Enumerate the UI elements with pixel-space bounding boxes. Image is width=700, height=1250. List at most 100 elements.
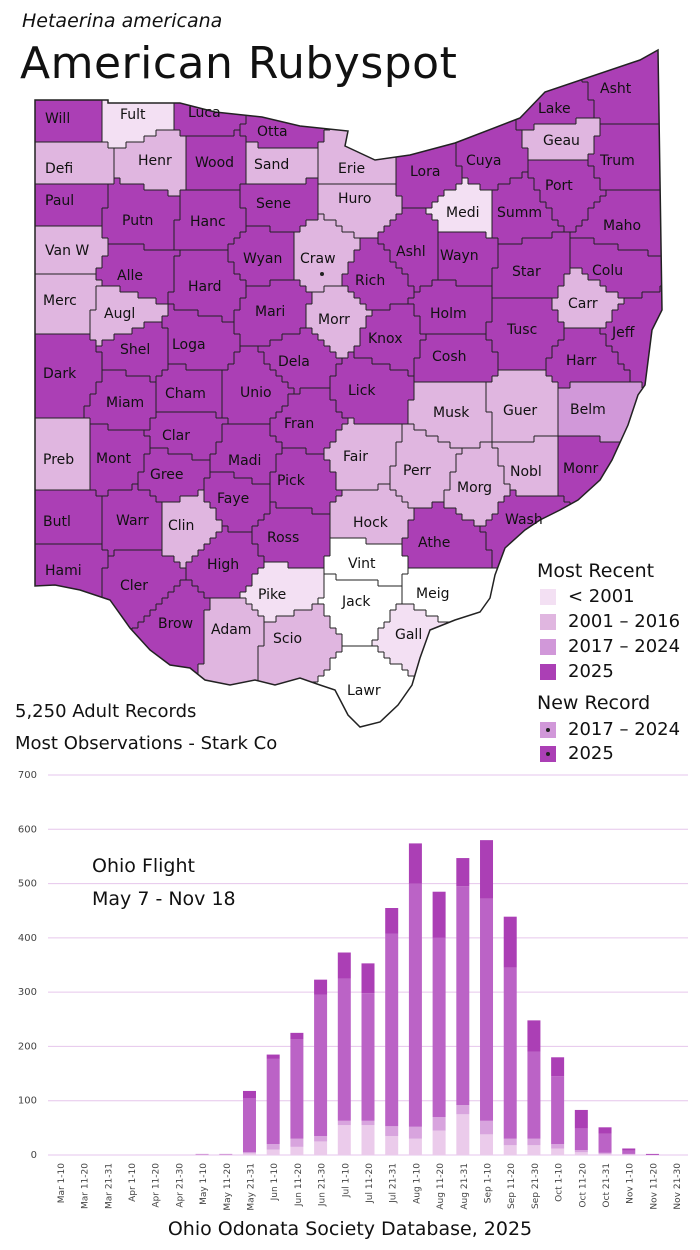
county-fill-sene [240,190,319,197]
county-fill-henr [114,148,187,155]
county-fill-pick [276,454,325,461]
county-fill-rich [360,238,379,245]
county-label-luca: Luca [188,105,221,121]
county-label-cham: Cham [165,386,206,402]
county-fill-scio [258,646,343,653]
county-fill-star [492,286,559,293]
legend-swatch-dot [540,745,556,762]
county-fill-colu [570,244,619,251]
county-fill-unio [222,406,283,413]
county-fill-gree [144,454,193,461]
county-fill-miam [90,394,157,401]
county-fill-wood [186,154,247,161]
county-fill-colu [570,238,595,245]
county-fill-adam [204,634,265,641]
county-fill-hami [35,592,103,599]
county-fill-loga [186,364,229,371]
county-fill-trum [594,148,662,155]
county-fill-hami [35,550,109,557]
county-fill-clar [150,442,217,449]
county-fill-jack [330,616,391,623]
county-fill-miam [84,406,157,413]
county-fill-luca [180,130,235,137]
county-fill-lora [396,178,463,185]
county-fill-paul [35,196,109,203]
county-fill-brow [150,610,205,617]
county-fill-cler [102,580,181,587]
county-fill-ashl [390,250,439,257]
county-label-otta: Otta [257,124,288,140]
bar-segment [385,1126,399,1136]
county-label-craw: Craw [300,251,336,267]
county-fill-cler [90,622,139,629]
county-fill-wood [186,136,247,143]
county-fill-huro [324,214,397,221]
county-fill-defi [35,160,115,167]
county-fill-summ [492,214,553,221]
county-fill-pike [246,598,319,605]
county-fill-morg [450,472,505,479]
county-fill-erie [324,136,397,143]
county-fill-pick [270,490,343,497]
county-fill-geau [534,124,601,131]
county-fill-belm [558,430,662,437]
county-fill-luca [174,112,247,119]
county-fill-hard [174,280,247,287]
county-fill-otta [246,112,337,119]
county-fill-fran [276,412,343,419]
county-fill-cuya [462,166,529,173]
county-fill-hanc [180,208,247,215]
county-fill-lake [516,118,577,125]
county-fill-ross [258,520,331,527]
county-fill-fult [102,118,175,125]
x-tick-label: Sep 21-30 [531,1163,541,1209]
county-fill-alle [102,280,175,287]
county-fill-preb [35,484,91,491]
x-tick-label: Sep 11-20 [507,1163,517,1209]
county-fill-jack [324,574,337,581]
county-label-lawr: Lawr [347,683,381,699]
county-fill-madi [234,472,271,479]
county-fill-clar [192,454,211,461]
county-fill-asht [576,58,662,65]
county-fill-preb [35,460,91,467]
county-fill-cham [156,394,223,401]
county-fill-cuya [462,172,523,179]
county-fill-butl [35,538,103,545]
bar-segment [480,1120,494,1135]
county-fill-sand [246,166,319,173]
county-fill-high [186,562,265,569]
county-fill-asht [582,64,662,71]
county-fill-henr [114,160,187,167]
county-fill-hard [198,310,235,317]
county-fill-musk [408,418,493,425]
county-fill-luca [174,124,241,131]
county-fill-dark [35,376,103,383]
county-fill-hock [330,508,415,515]
county-label-wood: Wood [195,155,234,171]
county-fill-gall [396,604,415,611]
county-fill-faye [210,472,235,479]
county-fill-wyan [234,268,295,275]
county-fill-fair [336,472,391,479]
county-fill-fran [282,442,331,449]
records-count: 5,250 Adult Records [15,701,197,722]
bar-segment [290,1146,304,1155]
county-fill-perr [402,496,445,503]
county-fill-lake [468,64,583,71]
county-fill-lake [492,88,589,95]
county-fill-dark [35,340,97,347]
county-fill-belm [558,418,662,425]
county-fill-warr [102,502,163,509]
county-label-hanc: Hanc [190,214,226,230]
county-fill-warr [102,520,163,527]
county-fill-morg [456,508,499,515]
county-label-vint: Vint [348,556,376,572]
county-fill-hami [35,574,103,581]
county-fill-merc [35,298,97,305]
county-fill-cler [114,550,163,557]
county-fill-athe [408,556,493,563]
county-fill-fran [270,424,343,431]
county-fill-high [198,550,259,557]
county-fill-cham [156,400,223,407]
